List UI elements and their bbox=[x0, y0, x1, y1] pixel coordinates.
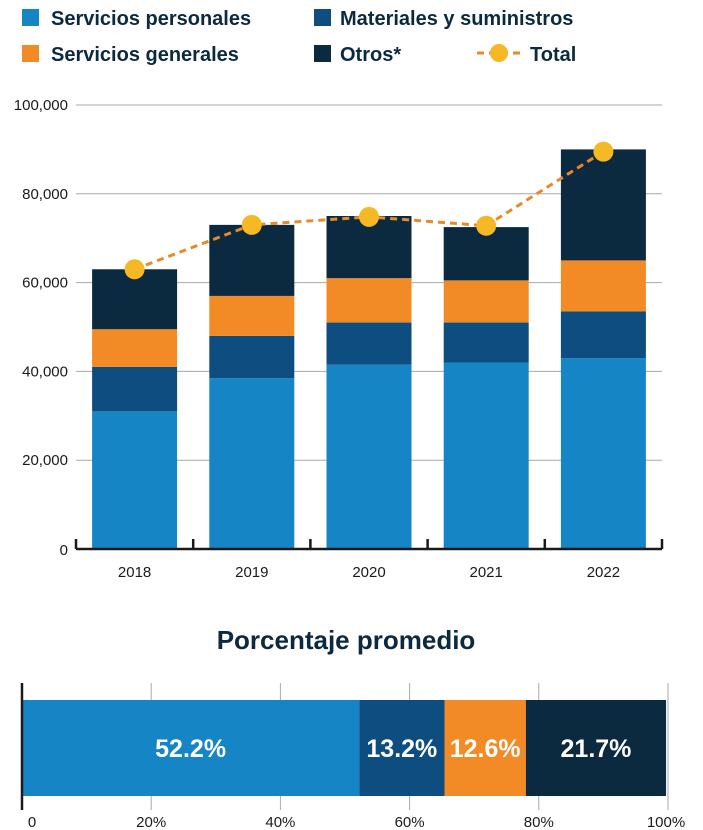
percent-value-label: 13.2% bbox=[366, 735, 437, 763]
percent-value-label: 21.7% bbox=[561, 735, 632, 763]
total-point bbox=[124, 259, 145, 280]
y-tick-label: 80,000 bbox=[22, 186, 68, 203]
bar-segment bbox=[326, 322, 412, 365]
main-y-tick-labels: 0 20,000 40,000 60,000 80,000 100,000 bbox=[14, 97, 68, 559]
percent-bars bbox=[22, 700, 667, 796]
legend-swatch-servicios-generales bbox=[22, 45, 39, 62]
x-tick-label: 0 bbox=[28, 814, 36, 830]
main-x-tick-labels: 2018 2019 2020 2021 2022 bbox=[118, 564, 620, 581]
x-tick-label: 2020 bbox=[352, 564, 385, 581]
y-tick-label: 20,000 bbox=[22, 452, 68, 469]
percent-bar-segment bbox=[525, 700, 667, 796]
bar-segment bbox=[209, 378, 295, 549]
main-x-tick-marks bbox=[74, 539, 664, 549]
percent-bar-segment bbox=[444, 700, 526, 796]
bar-segment bbox=[92, 329, 178, 367]
percent-x-tick-labels: 0 20% 40% 60% 80% 100% bbox=[28, 814, 685, 830]
x-tick-label: 2018 bbox=[118, 564, 151, 581]
total-series bbox=[124, 141, 614, 280]
y-tick-label: 0 bbox=[60, 542, 68, 559]
x-tick-label: 2021 bbox=[470, 564, 503, 581]
legend-label-servicios-generales: Servicios generales bbox=[51, 44, 239, 66]
bar-segment bbox=[326, 278, 412, 323]
percent-bar-segment bbox=[359, 700, 445, 796]
percent-chart-title: Porcentaje promedio bbox=[217, 625, 476, 655]
percent-bar-segment bbox=[22, 700, 360, 796]
legend-label-total: Total bbox=[530, 44, 576, 66]
total-point bbox=[241, 214, 262, 235]
legend-marker-total bbox=[490, 44, 508, 62]
y-tick-label: 100,000 bbox=[14, 97, 68, 114]
percent-value-label: 52.2% bbox=[155, 735, 226, 763]
bar-segment bbox=[560, 358, 646, 549]
bar-segment bbox=[209, 224, 295, 296]
y-tick-label: 60,000 bbox=[22, 275, 68, 292]
x-tick-label: 2022 bbox=[587, 564, 620, 581]
bar-segment bbox=[560, 149, 646, 261]
bar-segment bbox=[560, 260, 646, 312]
bar-segment bbox=[560, 311, 646, 359]
x-tick-label: 20% bbox=[136, 814, 166, 830]
total-point bbox=[359, 206, 379, 227]
x-tick-label: 80% bbox=[524, 814, 554, 830]
main-bars bbox=[92, 149, 646, 549]
legend-swatch-materiales bbox=[314, 9, 331, 26]
legend-swatch-servicios-personales bbox=[22, 9, 39, 26]
bar-segment bbox=[326, 364, 412, 549]
legend-swatch-otros bbox=[314, 45, 331, 62]
legend-label-materiales: Materiales y suministros bbox=[340, 8, 573, 30]
y-tick-label: 40,000 bbox=[22, 363, 68, 380]
bar-segment bbox=[443, 280, 529, 323]
bar-segment bbox=[443, 227, 529, 281]
x-tick-label: 2019 bbox=[235, 564, 268, 581]
percent-value-labels: 52.2% 13.2% 12.6% 21.7% bbox=[155, 735, 631, 763]
x-tick-label: 60% bbox=[395, 814, 425, 830]
x-tick-label: 40% bbox=[265, 814, 295, 830]
legend-label-otros: Otros* bbox=[340, 44, 401, 66]
bar-segment bbox=[443, 362, 529, 549]
total-point bbox=[593, 141, 614, 162]
x-tick-label: 100% bbox=[647, 814, 685, 830]
legend: Servicios personales Materiales y sumini… bbox=[22, 8, 576, 66]
bar-segment bbox=[209, 295, 295, 336]
total-point bbox=[476, 215, 497, 236]
bar-segment bbox=[92, 366, 178, 412]
bar-segment bbox=[443, 322, 529, 363]
bar-segment bbox=[209, 335, 295, 379]
legend-label-servicios-personales: Servicios personales bbox=[51, 8, 251, 30]
bar-segment bbox=[92, 411, 178, 549]
percent-value-label: 12.6% bbox=[450, 735, 521, 763]
